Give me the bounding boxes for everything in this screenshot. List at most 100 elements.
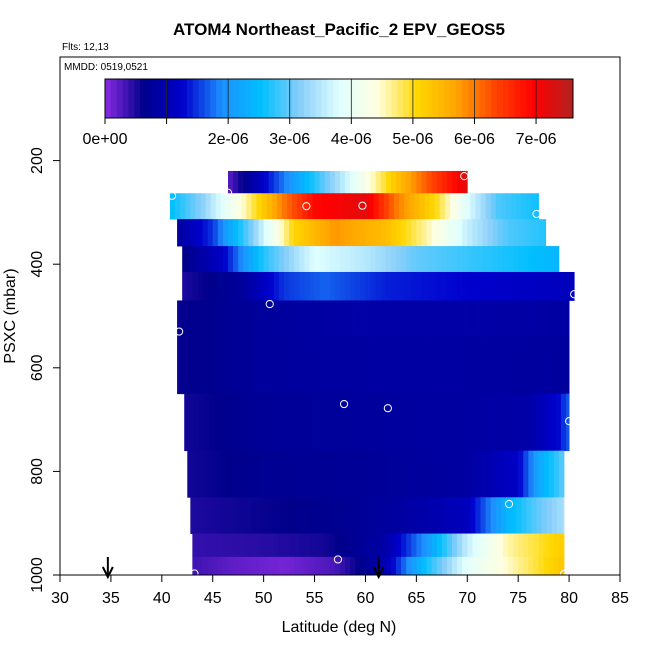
colorbar-segment xyxy=(397,79,404,118)
heatmap-cell xyxy=(470,497,476,534)
heatmap-cell xyxy=(388,193,395,220)
heatmap-cell xyxy=(385,170,392,194)
heatmap-cell xyxy=(543,246,550,273)
heatmap-cell xyxy=(304,170,310,194)
heatmap-cell xyxy=(284,170,290,194)
heatmap-cell xyxy=(228,533,234,558)
heatmap-cell xyxy=(502,556,509,576)
heatmap-cell xyxy=(263,556,270,576)
heatmap-cell xyxy=(502,533,509,558)
heatmap-cell xyxy=(477,219,483,247)
heatmap-cell xyxy=(343,497,349,534)
heatmap-cell xyxy=(508,533,514,558)
heatmap-cell xyxy=(192,336,198,395)
colorbar-segment xyxy=(186,79,194,118)
heatmap-cell xyxy=(321,393,328,452)
heatmap-cell xyxy=(421,556,427,576)
heatmap-cell xyxy=(329,450,336,498)
colorbar-segment xyxy=(520,79,527,118)
heatmap-cell xyxy=(457,219,463,247)
heatmap-cell xyxy=(258,246,265,273)
heatmap-cell xyxy=(261,193,268,220)
heatmap-cell xyxy=(558,336,565,395)
heatmap-cell xyxy=(464,393,470,452)
heatmap-cell xyxy=(187,450,193,498)
heatmap-cell xyxy=(248,271,254,301)
heatmap-cell xyxy=(495,497,502,534)
heatmap-cell xyxy=(281,497,288,534)
heatmap-cell xyxy=(263,450,270,498)
heatmap-cell xyxy=(329,336,336,395)
colorbar-segment xyxy=(526,79,533,118)
colorbar-tick-label: 6e-06 xyxy=(454,131,495,148)
heatmap-cell xyxy=(309,271,315,301)
heatmap-cell xyxy=(441,300,448,338)
heatmap-cell xyxy=(370,533,377,558)
heatmap-cell xyxy=(235,393,241,452)
colorbar-segment xyxy=(175,79,182,118)
heatmap-cell xyxy=(256,193,262,220)
heatmap-cell xyxy=(513,450,519,498)
heatmap-cell xyxy=(385,271,392,301)
heatmap-cell xyxy=(350,450,356,498)
heatmap-cell xyxy=(233,219,239,247)
heatmap-cell xyxy=(401,246,407,273)
heatmap-cell xyxy=(477,271,483,301)
heatmap-cell xyxy=(336,393,343,452)
heatmap-cell xyxy=(222,450,229,498)
heatmap-cell xyxy=(350,336,356,395)
heatmap-cell xyxy=(197,450,203,498)
heatmap-cell xyxy=(546,497,553,534)
heatmap-cell xyxy=(528,533,534,558)
heatmap-cell xyxy=(238,533,244,558)
heatmap-cell xyxy=(421,336,427,395)
heatmap-cell xyxy=(457,450,463,498)
colorbar-segment xyxy=(198,79,205,118)
heatmap-cell xyxy=(564,336,570,395)
colorbar-segment xyxy=(257,79,264,118)
heatmap-cell xyxy=(243,556,249,576)
heatmap-cell xyxy=(365,246,371,273)
heatmap-cell xyxy=(294,556,300,576)
heatmap-cell xyxy=(314,170,321,194)
sample-point xyxy=(383,404,392,413)
heatmap-cell xyxy=(222,271,229,301)
heatmap-cell xyxy=(465,193,471,220)
heatmap-cell xyxy=(345,271,351,301)
heatmap-cell xyxy=(329,246,336,273)
heatmap-cell xyxy=(197,300,203,338)
heatmap-cell xyxy=(228,336,234,395)
heatmap-cell xyxy=(248,300,254,338)
heatmap-cell xyxy=(465,497,471,534)
heatmap-cell xyxy=(238,336,244,395)
heatmap-cell xyxy=(360,219,366,247)
heatmap-cell xyxy=(533,219,539,247)
heatmap-cell xyxy=(299,556,305,576)
heatmap-cell xyxy=(319,336,326,395)
heatmap-cell xyxy=(304,450,310,498)
heatmap-cell xyxy=(569,271,575,301)
heatmap-cell xyxy=(487,219,494,247)
heatmap-cell xyxy=(197,246,203,273)
colorbar-segment xyxy=(385,79,393,118)
heatmap-cell xyxy=(528,246,534,273)
heatmap-cell xyxy=(477,246,483,273)
heatmap-cell xyxy=(212,219,219,247)
heatmap-cell xyxy=(200,497,206,534)
heatmap-cell xyxy=(268,219,275,247)
heatmap-cell xyxy=(362,393,368,452)
heatmap-cell xyxy=(380,219,387,247)
heatmap-cell xyxy=(467,300,473,338)
heatmap-cell xyxy=(286,393,292,452)
sample-point xyxy=(358,201,367,210)
heatmap-cell xyxy=(301,393,307,452)
heatmap-cell xyxy=(518,219,524,247)
heatmap-cell xyxy=(350,300,356,338)
heatmap-cell xyxy=(383,497,390,534)
sample-point xyxy=(564,417,574,426)
heatmap-cell xyxy=(340,336,346,395)
heatmap-cell xyxy=(375,170,382,194)
colorbar-segment xyxy=(415,79,422,118)
heatmap-cell xyxy=(278,533,285,558)
heatmap-cell xyxy=(411,246,417,273)
